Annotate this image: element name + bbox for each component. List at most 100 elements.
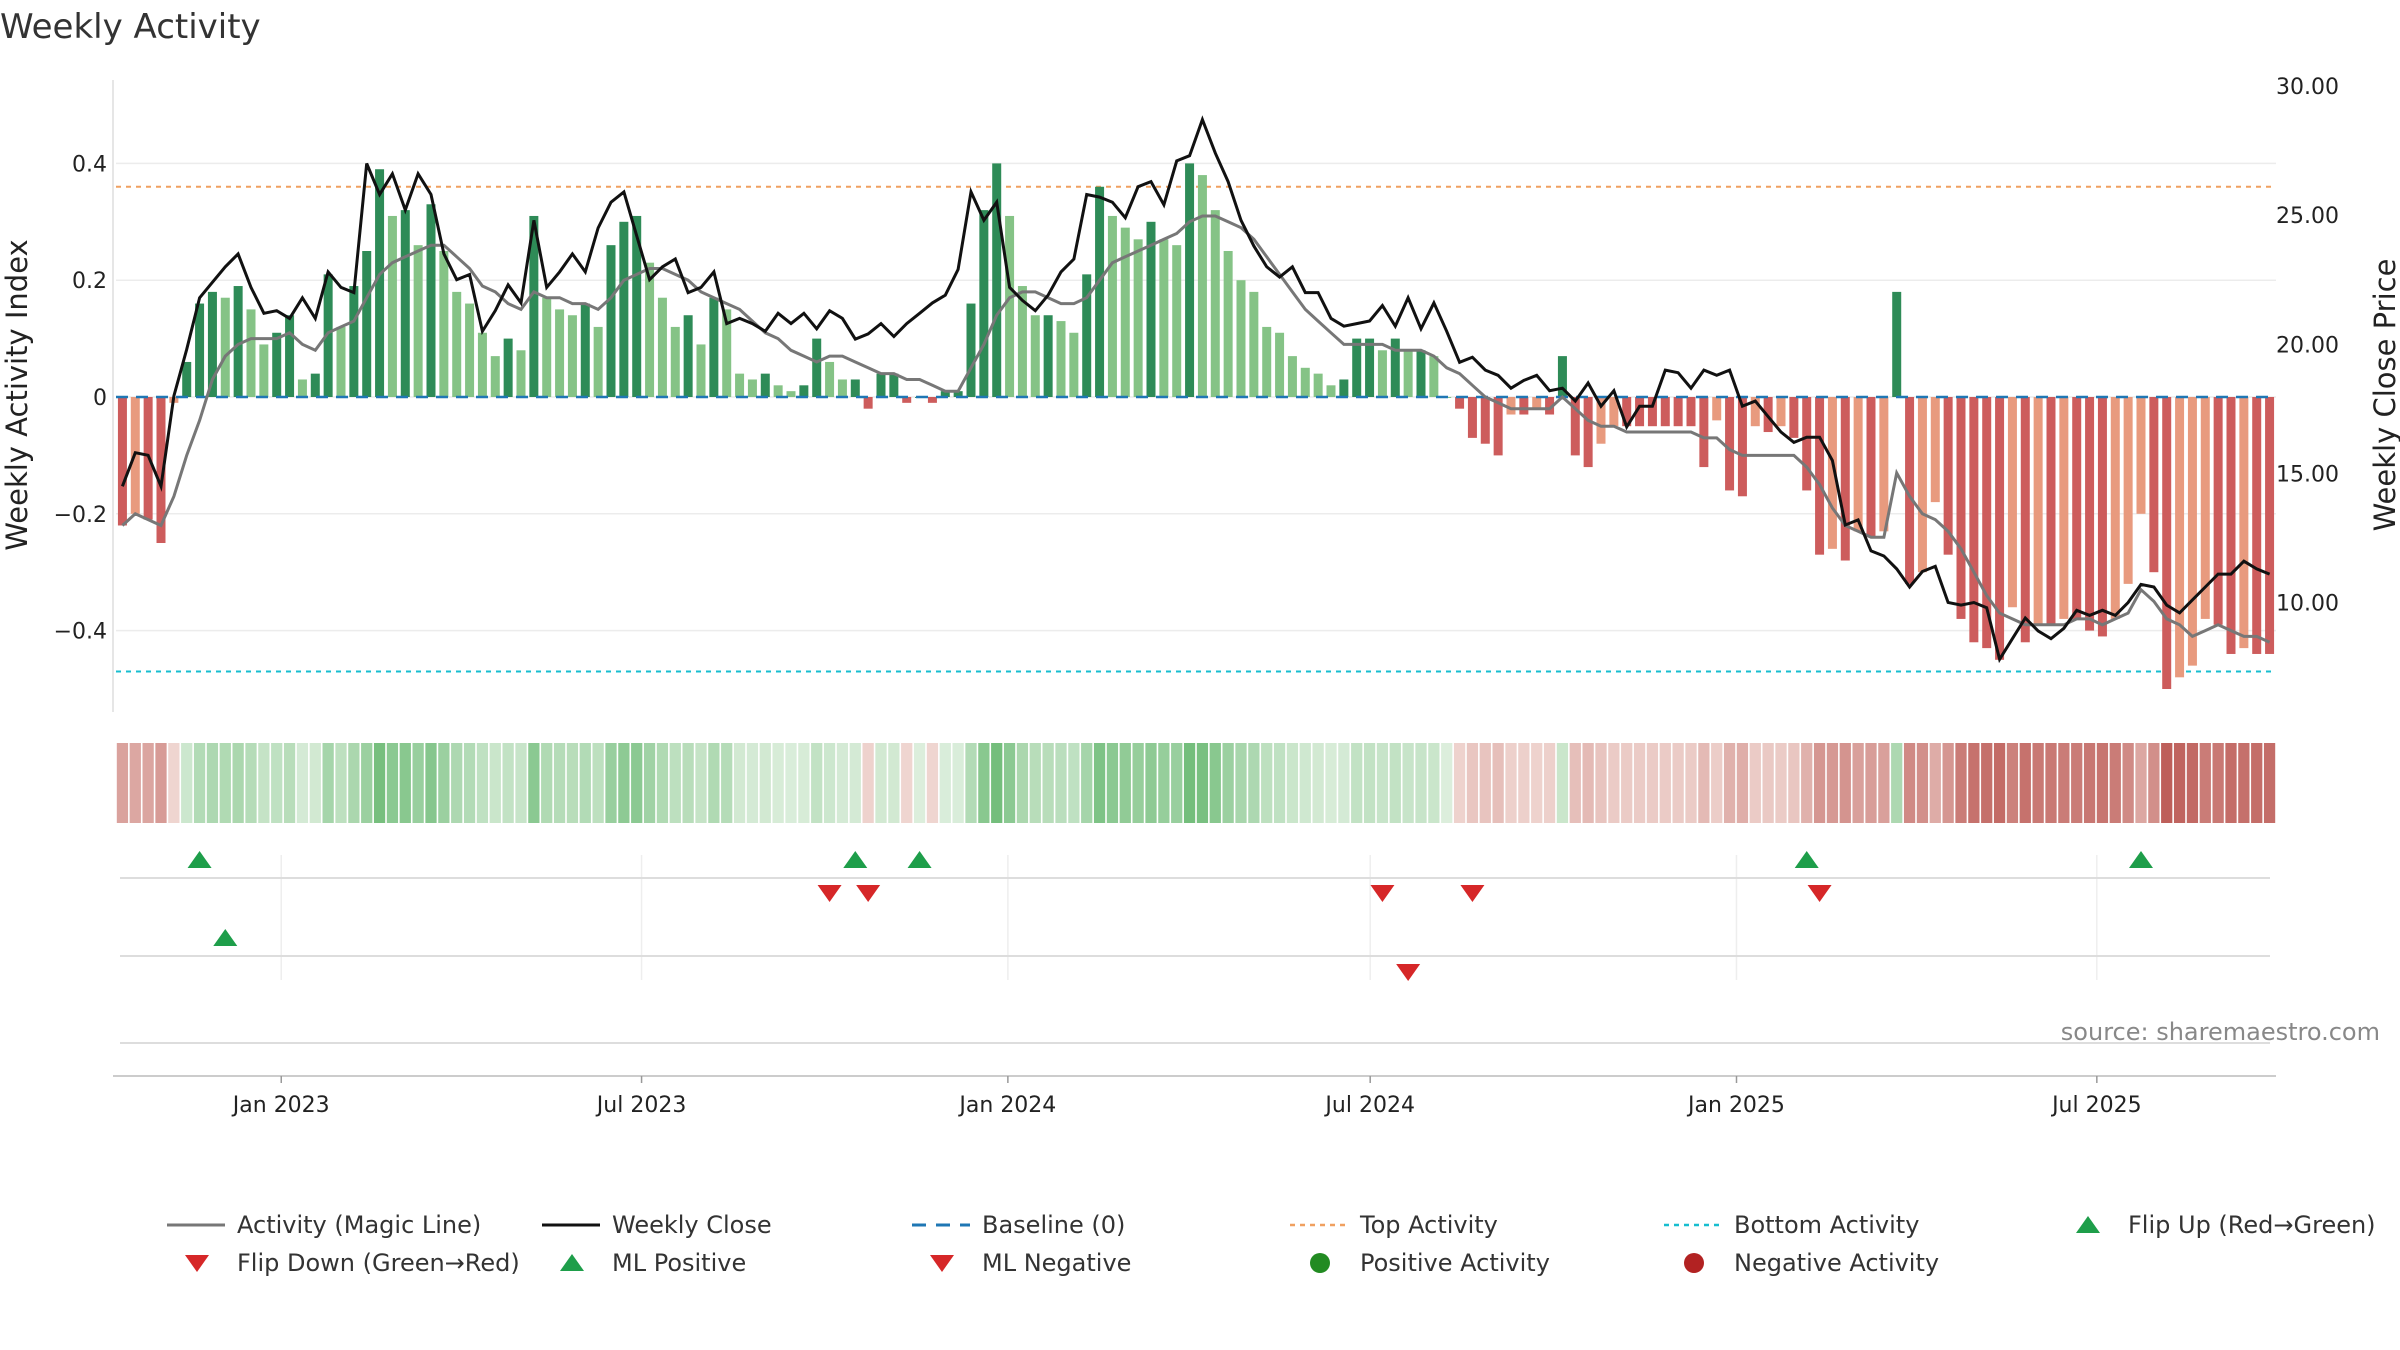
heat-cell (1723, 743, 1736, 823)
flip-down-marker (1460, 885, 1485, 902)
activity-bar (1172, 245, 1182, 397)
heat-cell (836, 743, 849, 823)
activity-bar (979, 210, 989, 397)
heat-cell (1119, 743, 1131, 823)
activity-bar (1493, 397, 1503, 456)
y-tick-label: 0.2 (72, 269, 107, 294)
activity-bar (2046, 397, 2056, 625)
heat-cell (283, 743, 296, 823)
heat-cell (1531, 743, 1543, 823)
activity-bar (1159, 239, 1169, 397)
heat-cell (1093, 743, 1106, 823)
activity-bar (1287, 356, 1297, 397)
heat-cell (849, 743, 861, 823)
activity-bar (1133, 239, 1143, 397)
activity-bar (1635, 397, 1645, 427)
activity-bar (2097, 397, 2107, 637)
activity-bar (1339, 379, 1349, 397)
activity-bar (760, 373, 770, 397)
heat-cell (1428, 743, 1440, 823)
heat-cell (2251, 743, 2263, 823)
activity-bar (1545, 397, 1555, 415)
heat-cell (1608, 743, 1620, 823)
activity-bar (1917, 397, 1927, 573)
heat-cell (2263, 743, 2276, 823)
heat-cell (399, 743, 411, 823)
x-tick-label: Jul 2024 (1323, 1093, 1415, 1118)
heat-cell (1582, 743, 1594, 823)
heat-cell (348, 743, 360, 823)
heat-cell (759, 743, 771, 823)
heat-cell (1942, 743, 1954, 823)
heat-cell (566, 743, 579, 823)
activity-bar (2072, 397, 2082, 619)
activity-bar (1262, 326, 1272, 397)
activity-bar (735, 373, 745, 397)
heat-cell (1839, 743, 1851, 823)
activity-bar (876, 373, 886, 397)
heat-cell (1646, 743, 1659, 823)
heat-cell (811, 743, 823, 823)
heat-cell (798, 743, 810, 823)
activity-bar (1249, 291, 1259, 397)
activity-bar (1506, 397, 1516, 415)
flip-down-marker (856, 885, 881, 902)
heat-cell (2212, 743, 2224, 823)
activity-bar (1570, 397, 1580, 456)
activity-bar (1686, 397, 1696, 427)
heat-cell (1736, 743, 1749, 823)
ml-positive-marker (213, 929, 238, 946)
activity-bar (1365, 338, 1375, 397)
activity-bar (1789, 397, 1799, 438)
flip-up-marker (187, 851, 212, 868)
heat-cell (888, 743, 900, 823)
heat-cell (361, 743, 373, 823)
activity-bar (953, 391, 963, 397)
activity-bar (233, 286, 243, 397)
activity-bar (2226, 397, 2236, 654)
x-tick-label: Jan 2023 (231, 1093, 330, 1118)
legend-item: Weekly Close (612, 1211, 772, 1239)
heat-cell (618, 743, 630, 823)
activity-bar (1660, 397, 1670, 427)
activity-bar (375, 169, 385, 397)
activity-bar (2187, 397, 2197, 666)
flip-up-marker (2129, 851, 2153, 868)
heat-cell (1132, 743, 1144, 823)
heat-cell (502, 743, 514, 823)
activity-bar (336, 326, 346, 397)
activity-bar (1815, 397, 1825, 555)
flip-down-marker (1370, 885, 1395, 902)
activity-bar (1017, 286, 1027, 397)
activity-bar (773, 385, 783, 397)
activity-bar (349, 286, 359, 397)
heat-cell (991, 743, 1003, 823)
heat-cell (1415, 743, 1427, 823)
activity-bar (1866, 397, 1876, 538)
heat-cell (193, 743, 206, 823)
heat-cell (579, 743, 591, 823)
activity-bar (567, 315, 577, 397)
heat-cell (1325, 743, 1337, 823)
heat-cell (1891, 743, 1903, 823)
legend-item: ML Negative (982, 1249, 1131, 1277)
heat-cell (1595, 743, 1607, 823)
heat-cell (2186, 743, 2199, 823)
activity-bar (1326, 385, 1336, 397)
legend-item: Activity (Magic Line) (237, 1211, 481, 1239)
activity-bar (1095, 186, 1105, 397)
heat-cell (1003, 743, 1016, 823)
heat-cell (2109, 743, 2121, 823)
activity-bar (683, 315, 693, 397)
heat-cell (669, 743, 681, 823)
flip-markers (120, 851, 2270, 1044)
heat-cell (451, 743, 463, 823)
heat-cell (206, 743, 219, 823)
heat-cell (142, 743, 154, 823)
heat-cell (965, 743, 977, 823)
heat-cell (1955, 743, 1967, 823)
magic-line-series (121, 214, 2271, 644)
y2-axis-title: Weekly Close Price (2368, 259, 2400, 532)
activity-bar (465, 303, 475, 397)
heat-cell (1068, 743, 1080, 823)
